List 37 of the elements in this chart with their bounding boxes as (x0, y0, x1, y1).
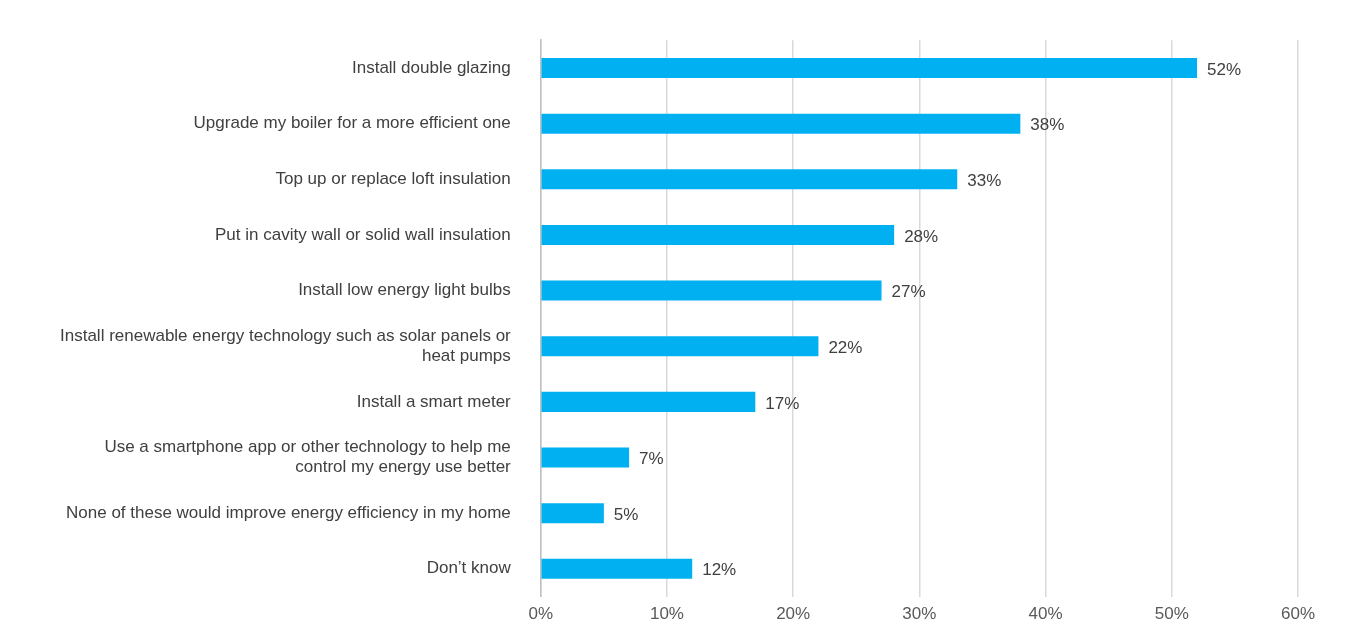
y-tick-label: Install double glazing (351, 57, 511, 77)
bar (541, 58, 1198, 79)
y-tick-label: Put in cavity wall or solid wall insulation (215, 224, 511, 244)
data-label: 17% (765, 393, 800, 413)
x-tick-label: 30% (902, 604, 937, 624)
bar (541, 113, 1021, 134)
y-tick-label: None of these would improve energy efficiency in my home (66, 502, 511, 522)
y-tick-label: Upgrade my boiler for a more efficient one (193, 113, 511, 133)
x-tick-label: 50% (1154, 604, 1189, 624)
bar (541, 503, 604, 524)
data-label: 27% (891, 282, 926, 302)
y-tick-label: Install a smart meter (356, 391, 512, 411)
bar (541, 224, 895, 245)
data-label: 12% (702, 560, 737, 580)
y-tick-label: Top up or replace loft insulation (275, 168, 511, 188)
y-tick-label: Install renewable energy technology such as solar panels or heat pumps (60, 325, 512, 366)
bar (541, 447, 630, 468)
x-tick-label: 0% (528, 604, 554, 624)
x-tick-label: 10% (649, 604, 684, 624)
bar (541, 558, 693, 579)
data-label: 52% (1207, 59, 1242, 79)
data-label: 5% (613, 504, 639, 524)
x-tick-label: 60% (1280, 604, 1316, 624)
data-label: 28% (904, 226, 939, 246)
x-tick-label: 20% (776, 604, 811, 624)
data-label: 22% (828, 337, 863, 357)
bar (541, 280, 882, 301)
data-label: 38% (1030, 115, 1065, 135)
y-tick-label: Don’t know (426, 558, 512, 578)
data-label: 7% (639, 449, 664, 469)
x-tick-label: 40% (1028, 604, 1063, 624)
bar (541, 336, 819, 357)
bar (541, 391, 756, 412)
bar (541, 169, 958, 190)
data-label: 33% (967, 170, 1002, 190)
y-tick-label: Use a smartphone app or other technology to help me control my energy use better (104, 436, 512, 477)
y-tick-label: Install low energy light bulbs (298, 280, 511, 300)
